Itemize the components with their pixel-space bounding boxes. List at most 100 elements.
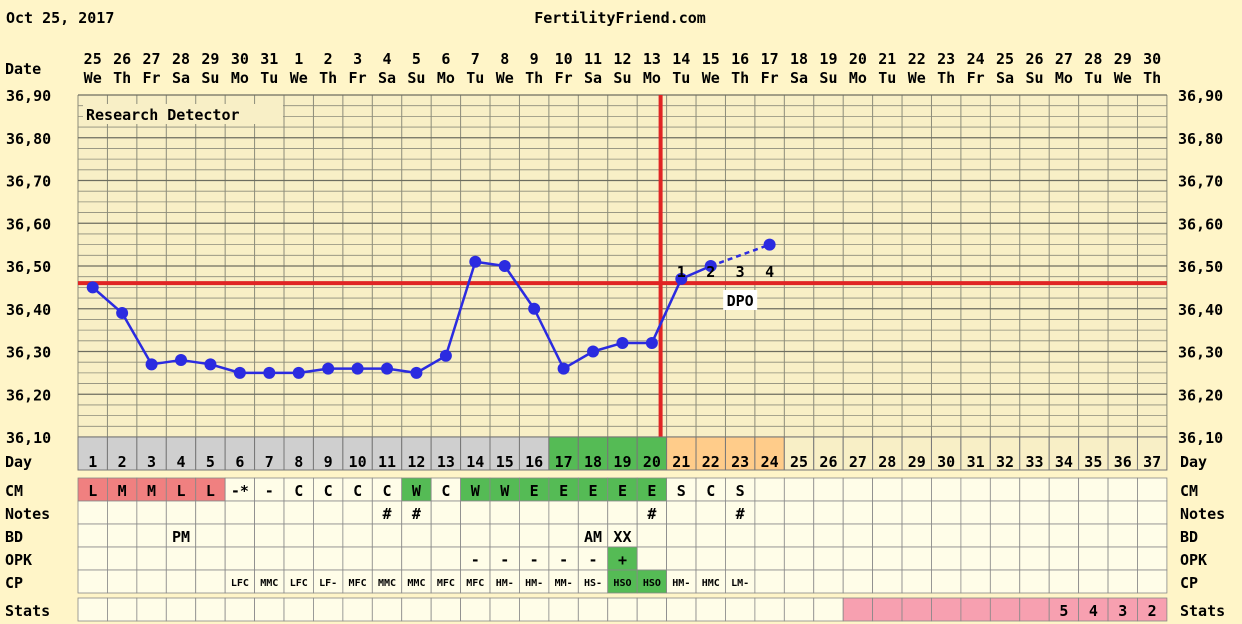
cm-row-value: W (412, 482, 422, 500)
day-number: 37 (1143, 453, 1161, 471)
date-label: 13 (643, 50, 661, 68)
weekday-label: Th (731, 69, 749, 87)
bd-row-cell (813, 523, 844, 548)
cm-row-value: L (206, 482, 215, 500)
weekday-label: Th (937, 69, 955, 87)
notes-row-label: Notes (5, 505, 50, 523)
weekday-label: Su (201, 69, 219, 87)
day-cell (783, 436, 815, 471)
notes-row-cell (695, 500, 726, 525)
day-number: 10 (349, 453, 367, 471)
cp-row-value: MFC (349, 578, 367, 589)
stats-row-cell (489, 597, 520, 622)
temp-point (675, 272, 688, 285)
notes-row-cell (430, 500, 461, 525)
weekday-label: Th (1143, 69, 1161, 87)
temp-point (145, 358, 158, 371)
bd-row-cell (842, 523, 874, 548)
temp-point (616, 336, 629, 349)
date-label: 19 (819, 50, 837, 68)
day-number: 16 (525, 453, 543, 471)
weekday-label: Su (819, 69, 837, 87)
cp-row-cell (783, 569, 815, 594)
cm-row-cell (989, 477, 1021, 502)
bd-row-cell (754, 523, 785, 548)
weekday-label: Th (113, 69, 131, 87)
day-number: 19 (613, 453, 631, 471)
bd-row-label: BD (5, 528, 23, 546)
notes-row-cell (224, 500, 255, 525)
day-number: 27 (849, 453, 867, 471)
temp-line-segment (533, 308, 565, 370)
notes-row-cell (960, 500, 991, 525)
temp-line-segment (91, 286, 123, 314)
research-detector-label: Research Detector (86, 106, 240, 124)
date-label: 28 (1084, 50, 1102, 68)
day-row-label-right: Day (1180, 453, 1207, 471)
y-tick-label-right: 36,50 (1178, 258, 1223, 276)
notes-row-cell (783, 500, 815, 525)
cp-row-cell (1107, 569, 1138, 594)
cp-row-value: HM- (496, 578, 514, 589)
weekday-label: Mo (231, 69, 249, 87)
cm-row-cell (901, 477, 932, 502)
day-cell (754, 436, 785, 471)
weekday-label: Su (407, 69, 425, 87)
day-cell (1019, 436, 1050, 471)
date-label: 25 (996, 50, 1014, 68)
site-title: FertilityFriend.com (534, 9, 706, 27)
day-cell (165, 436, 197, 471)
cm-row-value: E (618, 482, 627, 500)
day-cell (872, 436, 903, 471)
temp-line-segment (503, 265, 536, 310)
stats-row-cell (136, 597, 167, 622)
bd-row-value: PM (172, 528, 190, 546)
weekday-label: We (908, 69, 926, 87)
stats-row-cell (783, 597, 815, 622)
cm-row-value: C (294, 482, 303, 500)
notes-row-cell (1137, 500, 1168, 525)
day-cell (342, 436, 373, 471)
notes-row-cell (313, 500, 344, 525)
notes-row-cell (842, 500, 874, 525)
date-label: 29 (201, 50, 219, 68)
weekday-label: Mo (437, 69, 455, 87)
day-cell (548, 436, 579, 471)
bd-row-cell (136, 523, 167, 548)
weekday-label: Tu (260, 69, 278, 87)
temp-point (763, 238, 776, 251)
cm-row-cell (783, 477, 815, 502)
day-cell (77, 436, 108, 471)
temp-point (704, 260, 717, 272)
day-cell (666, 436, 697, 471)
notes-row-cell (1107, 500, 1138, 525)
bd-row-cell (224, 523, 255, 548)
weekday-label: Mo (849, 69, 867, 87)
cm-row-value: C (353, 482, 362, 500)
y-tick-label-right: 36,70 (1178, 173, 1223, 191)
cm-row-value: M (147, 482, 156, 500)
weekday-label: Su (1025, 69, 1043, 87)
cp-row-cell (195, 569, 226, 594)
cp-row-value: MMC (260, 578, 278, 589)
day-number: 23 (731, 453, 749, 471)
temp-point (381, 362, 394, 375)
notes-row-value: # (382, 505, 391, 523)
cp-row-cell (136, 569, 167, 594)
date-label: 22 (908, 50, 926, 68)
date-label: 1 (294, 50, 303, 68)
cm-row-value: - (265, 482, 274, 500)
stats-row-cell (607, 597, 638, 622)
stats-row-cell (1137, 597, 1168, 622)
day-number: 36 (1114, 453, 1132, 471)
cm-row-value: W (471, 482, 481, 500)
cp-row-value: LFC (231, 578, 249, 589)
stats-row-cell (254, 597, 285, 622)
date-label: 8 (500, 50, 509, 68)
opk-row-cell (401, 546, 432, 571)
day-number: 32 (996, 453, 1014, 471)
stats-row-value: 5 (1059, 602, 1068, 620)
cm-row-value: C (382, 482, 391, 500)
opk-row-cell (989, 546, 1021, 571)
notes-row-cell (342, 500, 373, 525)
